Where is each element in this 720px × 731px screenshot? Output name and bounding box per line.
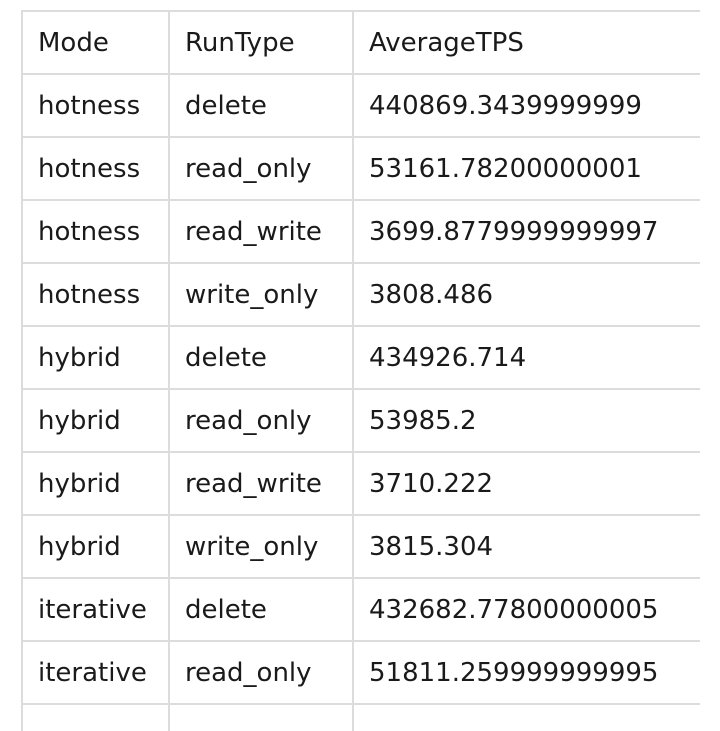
mode-cell: hotness <box>21 136 170 201</box>
mode-cell: hybrid <box>21 514 170 579</box>
averagetps-cell: 432682.77800000005 <box>352 577 700 642</box>
runtype-cell <box>168 703 354 731</box>
table-row: hotness delete 440869.3439999999 <box>21 73 700 138</box>
averagetps-cell: 434926.714 <box>352 325 700 390</box>
runtype-cell: read_write <box>168 451 354 516</box>
mode-cell: hotness <box>21 73 170 138</box>
runtype-cell: read_write <box>168 199 354 264</box>
averagetps-cell: 440869.3439999999 <box>352 73 700 138</box>
mode-cell: iterative <box>21 577 170 642</box>
mode-cell: hotness <box>21 262 170 327</box>
mode-cell: hotness <box>21 199 170 264</box>
mode-cell <box>21 703 170 731</box>
table-row: hybrid delete 434926.714 <box>21 325 700 390</box>
table-row: iterative delete 432682.77800000005 <box>21 577 700 642</box>
runtype-cell: delete <box>168 73 354 138</box>
runtype-cell: read_only <box>168 136 354 201</box>
table-row: hotness read_only 53161.78200000001 <box>21 136 700 201</box>
mode-cell: hybrid <box>21 388 170 453</box>
runtype-cell: delete <box>168 577 354 642</box>
runtype-cell: read_only <box>168 640 354 705</box>
column-header-runtype: RunType <box>168 10 354 75</box>
table-row: hybrid read_write 3710.222 <box>21 451 700 516</box>
table-row: iterative read_only 51811.259999999995 <box>21 640 700 705</box>
column-header-mode: Mode <box>21 10 170 75</box>
table-row: hybrid read_only 53985.2 <box>21 388 700 453</box>
averagetps-cell <box>352 703 700 731</box>
averagetps-cell: 53985.2 <box>352 388 700 453</box>
averagetps-cell: 3815.304 <box>352 514 700 579</box>
table-row: hotness read_write 3699.8779999999997 <box>21 199 700 264</box>
column-header-averagetps: AverageTPS <box>352 10 700 75</box>
averagetps-cell: 3699.8779999999997 <box>352 199 700 264</box>
mode-cell: hybrid <box>21 451 170 516</box>
mode-cell: iterative <box>21 640 170 705</box>
averagetps-cell: 3808.486 <box>352 262 700 327</box>
table-body: hotness delete 440869.3439999999 hotness… <box>21 73 700 731</box>
runtype-cell: read_only <box>168 388 354 453</box>
results-table: Mode RunType AverageTPS hotness delete 4… <box>21 10 700 731</box>
header-row: Mode RunType AverageTPS <box>21 10 700 75</box>
mode-cell: hybrid <box>21 325 170 390</box>
averagetps-cell: 3710.222 <box>352 451 700 516</box>
averagetps-cell: 51811.259999999995 <box>352 640 700 705</box>
table-row-partial <box>21 703 700 731</box>
averagetps-cell: 53161.78200000001 <box>352 136 700 201</box>
runtype-cell: write_only <box>168 514 354 579</box>
results-table-container: Mode RunType AverageTPS hotness delete 4… <box>21 10 700 731</box>
table-row: hybrid write_only 3815.304 <box>21 514 700 579</box>
runtype-cell: delete <box>168 325 354 390</box>
table-header: Mode RunType AverageTPS <box>21 10 700 75</box>
table-row: hotness write_only 3808.486 <box>21 262 700 327</box>
runtype-cell: write_only <box>168 262 354 327</box>
